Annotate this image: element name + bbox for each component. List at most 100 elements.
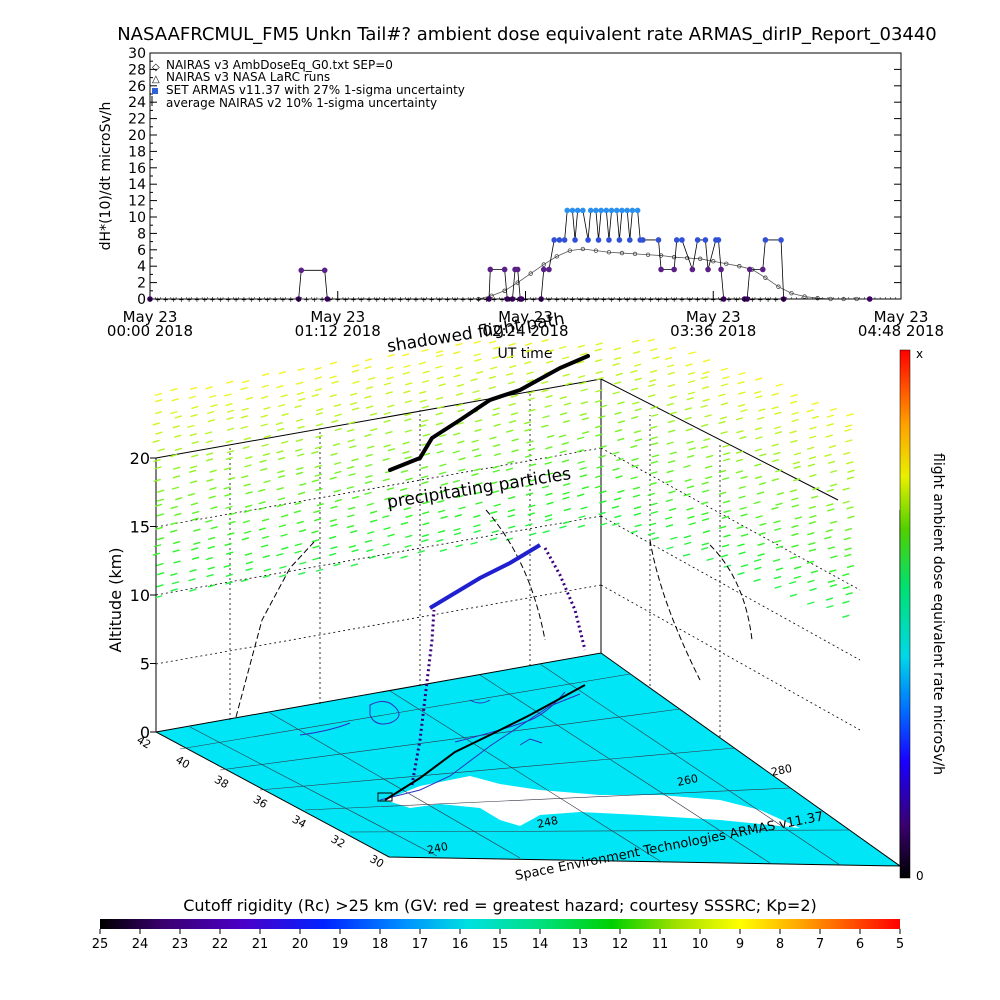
particle-dash	[722, 444, 730, 448]
particle-dash	[437, 499, 445, 504]
rigidity-tick-label: 5	[896, 937, 904, 952]
particle-dash	[348, 544, 357, 549]
particle-dash	[369, 519, 378, 523]
particle-dash	[471, 472, 479, 477]
particle-dash	[577, 524, 586, 528]
baseline-marker: +	[695, 296, 701, 304]
rigidity-tick-label: 23	[172, 937, 189, 952]
nairas-point	[685, 255, 690, 261]
particle-dash	[740, 533, 749, 537]
particle-dash	[631, 457, 639, 462]
baseline-marker: +	[311, 296, 317, 304]
particle-dash	[346, 485, 355, 490]
particle-dash	[545, 446, 553, 450]
baseline-marker: +	[374, 296, 380, 304]
particle-dash	[156, 584, 164, 588]
particle-dash	[581, 430, 590, 435]
particle-dash	[457, 408, 465, 413]
particle-dash	[594, 425, 603, 429]
particle-dash	[577, 344, 585, 348]
particle-dash	[382, 514, 390, 519]
particle-dash	[528, 463, 537, 467]
particle-dash	[808, 548, 817, 552]
particle-dash	[316, 408, 324, 412]
armas-point	[538, 296, 544, 302]
particle-dash	[648, 394, 656, 398]
particle-dash	[808, 435, 817, 439]
particle-dash	[525, 342, 533, 346]
particle-dash	[155, 398, 163, 403]
particle-dash	[757, 542, 765, 546]
map-ground-plane	[154, 652, 902, 867]
particle-dash	[827, 460, 836, 465]
altitude-tick-label: 10	[130, 586, 150, 605]
altitude-gridlines	[155, 392, 861, 737]
particle-dash	[332, 442, 341, 447]
particle-dash	[156, 513, 164, 517]
particle-dash	[422, 522, 430, 526]
particle-dash	[400, 469, 409, 474]
particle-dash	[492, 412, 500, 417]
particle-dash	[738, 485, 746, 490]
particle-dash	[294, 448, 303, 452]
particle-dash	[595, 433, 603, 437]
baseline-marker: +	[749, 296, 755, 304]
rigidity-tick-label: 22	[212, 937, 229, 952]
particle-dash	[650, 425, 658, 429]
particle-dash	[630, 476, 638, 480]
particle-dash	[561, 441, 569, 446]
baseline-marker: +	[233, 296, 239, 304]
particle-dash	[364, 480, 373, 484]
particle-dash	[245, 561, 254, 565]
particle-dash	[683, 464, 691, 469]
particle-dash	[352, 364, 360, 368]
baseline-marker: +	[468, 296, 474, 304]
particle-dash	[405, 514, 413, 518]
particle-dash	[331, 380, 339, 384]
particle-dash	[277, 497, 286, 501]
particle-dash	[453, 374, 461, 378]
particle-dash	[505, 467, 514, 471]
baseline-marker: +	[515, 296, 521, 304]
particle-dash	[387, 353, 395, 358]
baseline-marker: +	[476, 296, 482, 304]
particle-dash	[405, 534, 413, 539]
armas-point	[501, 266, 508, 273]
armas-point	[778, 237, 784, 243]
dose-y-tick-label: 10	[128, 210, 146, 226]
particle-dash	[596, 465, 604, 469]
particle-dash	[807, 531, 815, 536]
particle-dash	[771, 443, 779, 447]
baseline-marker: +	[163, 296, 169, 304]
baseline-marker: +	[202, 296, 208, 304]
particle-dash	[294, 501, 302, 506]
particle-dash	[299, 482, 307, 487]
particle-dash	[686, 485, 695, 489]
particle-dash	[576, 360, 585, 364]
particle-dash	[226, 449, 235, 454]
altitude-tick-label: 0	[140, 723, 150, 742]
particle-dash	[456, 485, 464, 490]
baseline-marker: +	[585, 296, 591, 304]
particle-dash	[261, 518, 270, 522]
particle-dash	[418, 424, 427, 428]
particle-dash	[688, 351, 696, 355]
particle-dash	[365, 386, 374, 390]
baseline-marker: +	[366, 296, 372, 304]
baseline-marker: +	[405, 296, 411, 304]
particle-dash	[577, 460, 585, 464]
particle-dash	[277, 427, 285, 432]
time-x-tick-label-time: 02:24 2018	[482, 322, 568, 340]
dose-y-tick-label: 24	[128, 95, 146, 111]
particle-dash	[594, 358, 603, 363]
particle-dash	[493, 423, 501, 427]
particle-dash	[314, 376, 322, 380]
particle-dash	[227, 532, 235, 536]
particle-dash	[456, 392, 464, 396]
armas-point	[613, 207, 620, 214]
particle-dash	[458, 506, 466, 510]
particle-dash	[809, 426, 817, 430]
particle-dash	[386, 376, 394, 380]
particle-dash	[329, 375, 337, 379]
particle-dash	[507, 381, 516, 385]
